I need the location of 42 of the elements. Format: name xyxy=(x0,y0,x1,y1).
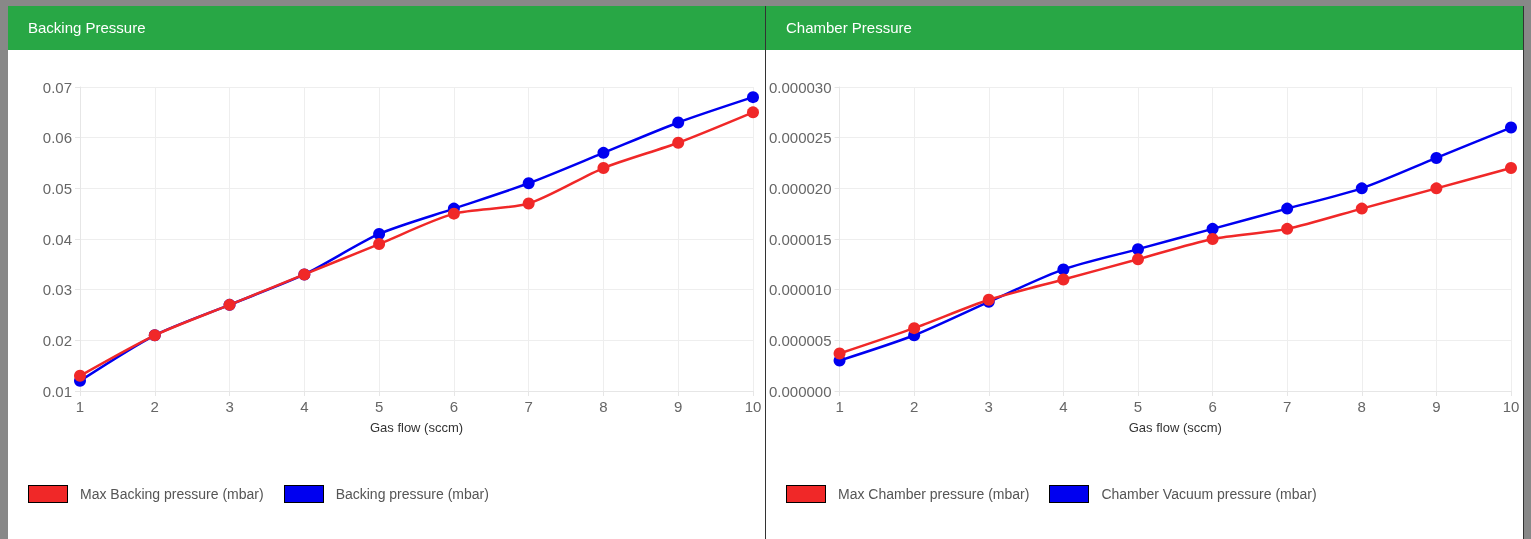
x-tick-label: 3 xyxy=(984,398,993,415)
x-tick-label: 2 xyxy=(150,398,159,415)
x-tick-label: 5 xyxy=(1133,398,1143,415)
x-axis-title: Gas flow (sccm) xyxy=(1128,420,1222,435)
x-tick-label: 10 xyxy=(1502,398,1520,415)
x-tick-label: 2 xyxy=(910,398,919,415)
y-tick-label: 0.000025 xyxy=(768,129,832,147)
chart-title: Backing Pressure xyxy=(8,6,765,50)
x-tick-label: 1 xyxy=(835,398,844,415)
x-axis-title: Gas flow (sccm) xyxy=(369,420,464,435)
y-tick-label: 0.01 xyxy=(42,382,72,400)
y-tick-label: 0.000015 xyxy=(768,230,832,248)
y-tick-label: 0.000030 xyxy=(768,78,832,96)
x-tick-label: 7 xyxy=(524,398,533,415)
y-tick-label: 0.000000 xyxy=(768,382,832,400)
y-tick-label: 0.000005 xyxy=(768,331,832,349)
x-tick-label: 8 xyxy=(599,398,608,415)
y-tick-label: 0.06 xyxy=(42,129,72,147)
y-tick-label: 0.03 xyxy=(42,281,72,299)
x-tick-label: 1 xyxy=(75,398,85,415)
x-tick-label: 3 xyxy=(225,398,234,415)
legend-label: Backing pressure (mbar) xyxy=(335,486,489,502)
x-tick-label: 9 xyxy=(674,398,683,415)
y-tick-label: 0.07 xyxy=(42,78,72,96)
x-tick-label: 9 xyxy=(1432,398,1441,415)
y-tick-label: 0.000020 xyxy=(768,179,832,197)
y-tick-label: 0.04 xyxy=(42,230,72,248)
x-tick-label: 8 xyxy=(1357,398,1366,415)
y-tick-label: 0.02 xyxy=(42,331,72,349)
x-tick-label: 6 xyxy=(449,398,459,415)
chart-title: Chamber Pressure xyxy=(766,6,1523,50)
x-tick-label: 6 xyxy=(1208,398,1217,415)
legend-label: Chamber Vacuum pressure (mbar) xyxy=(1101,486,1317,502)
x-tick-label: 7 xyxy=(1283,398,1292,415)
y-tick-label: 0.000010 xyxy=(768,281,832,299)
x-tick-label: 4 xyxy=(300,398,309,415)
y-tick-label: 0.05 xyxy=(42,179,72,197)
x-tick-label: 4 xyxy=(1059,398,1068,415)
x-tick-label: 10 xyxy=(744,398,762,415)
legend-label: Max Chamber pressure (mbar) xyxy=(838,486,1030,502)
x-tick-label: 5 xyxy=(374,398,384,415)
legend-label: Max Backing pressure (mbar) xyxy=(80,486,264,502)
